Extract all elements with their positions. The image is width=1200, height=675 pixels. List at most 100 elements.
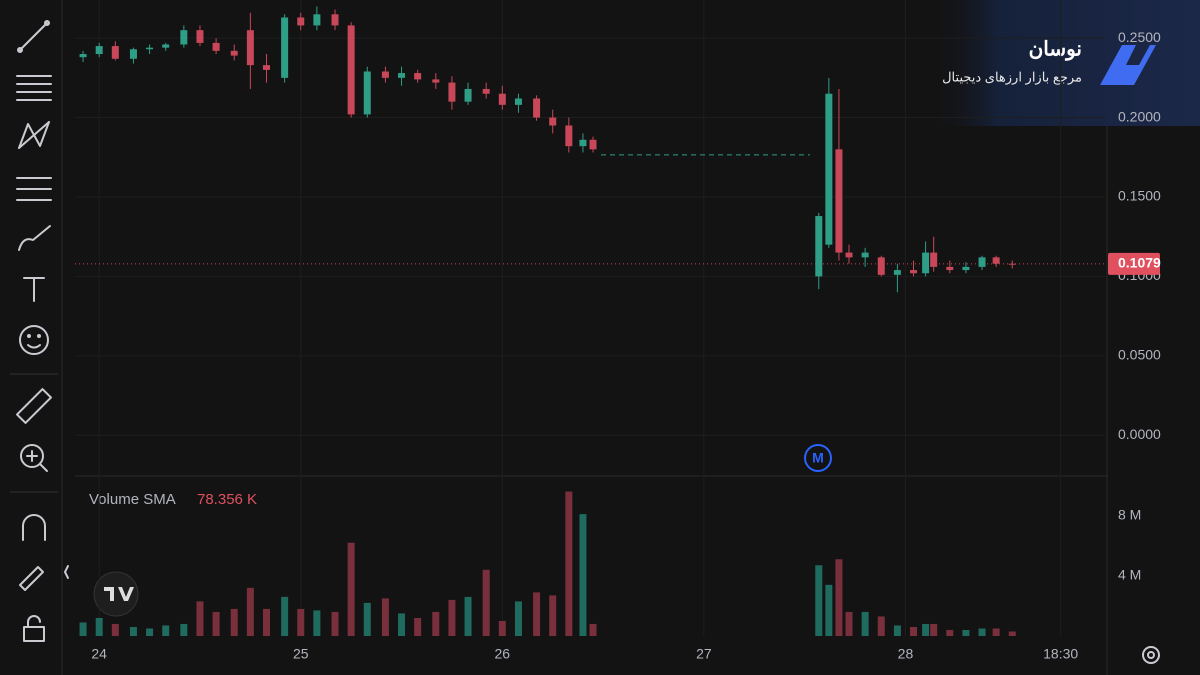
volume-bar: [281, 596, 289, 636]
volume-bar: [448, 599, 456, 636]
collapse-toggle[interactable]: [64, 565, 69, 579]
candle-body: [845, 252, 853, 258]
event-marker: [804, 444, 832, 472]
candle-body: [246, 30, 254, 66]
volume-bar: [930, 623, 938, 636]
candle-body: [962, 266, 970, 271]
candle-body: [281, 17, 289, 78]
brand-logo: [1100, 45, 1156, 85]
volume-bar: [978, 628, 986, 636]
volume-bar: [246, 587, 254, 636]
candle-body: [482, 88, 490, 94]
candle-body: [835, 149, 843, 253]
candle-body: [877, 257, 885, 275]
ruler-tool[interactable]: [16, 388, 52, 424]
volume-bar: [111, 623, 119, 636]
y-tick-label: 0.0000: [1118, 426, 1161, 442]
volume-title: Volume SMA: [89, 491, 176, 508]
candle-body: [514, 98, 522, 105]
y-tick-label: 8 M: [1118, 506, 1141, 522]
last-price-label: 0.1079: [1118, 255, 1161, 271]
volume-bar: [565, 491, 573, 636]
volume-bar: [533, 592, 541, 636]
brand-name: نوسان: [1029, 38, 1082, 61]
candle-body: [498, 93, 506, 105]
x-tick-label: 26: [495, 646, 511, 662]
volume-bar: [922, 623, 930, 636]
pattern-tool[interactable]: [18, 121, 50, 149]
y-tick-label: 0.2500: [1118, 29, 1161, 45]
candle-body: [381, 71, 389, 78]
volume-bar: [230, 608, 238, 636]
candle-body: [815, 216, 823, 277]
volume-bar: [432, 611, 440, 636]
volume-bar: [910, 626, 918, 636]
emoji-tool[interactable]: [19, 325, 49, 355]
candle-body: [893, 270, 901, 275]
volume-bar: [835, 559, 843, 636]
magnet-tool[interactable]: [22, 514, 46, 541]
candle-body: [331, 14, 339, 26]
x-tick-label: 27: [696, 646, 712, 662]
y-tick-label: 0.0500: [1118, 347, 1161, 363]
candle-body: [448, 82, 456, 102]
brand-tagline: مرجع بازار ارزهای دیجیتال: [942, 69, 1082, 85]
forecast-tool[interactable]: [16, 177, 52, 201]
y-tick-label: 0.1500: [1118, 188, 1161, 204]
volume-bar: [297, 608, 305, 636]
text-tool[interactable]: [23, 277, 45, 302]
volume-bar: [589, 623, 597, 636]
candle-body: [825, 93, 833, 245]
volume-bar: [313, 610, 321, 636]
volume-bar: [825, 584, 833, 636]
candle-body: [922, 252, 930, 274]
brush-tool[interactable]: [18, 225, 51, 251]
trend-line-tool[interactable]: [17, 20, 50, 53]
volume-bar: [893, 625, 901, 636]
volume-bar: [992, 628, 1000, 636]
candle-body: [129, 49, 137, 59]
candle-body: [946, 266, 954, 271]
volume-bar: [845, 611, 853, 636]
volume-bar: [877, 616, 885, 636]
y-tick-label: 0.2000: [1118, 108, 1161, 124]
lock-tool[interactable]: [23, 615, 45, 642]
volume-bar: [347, 542, 355, 636]
volume-bar: [549, 595, 557, 636]
x-tick-label: 25: [293, 646, 309, 662]
x-tick-label: 24: [91, 646, 107, 662]
volume-bar: [79, 622, 87, 636]
volume-bar: [861, 611, 869, 636]
candle-body: [579, 139, 587, 147]
volume-bar: [146, 628, 154, 636]
candle-body: [162, 44, 170, 48]
candle-body: [432, 79, 440, 83]
volume-bar: [514, 601, 522, 636]
volume-bar: [95, 617, 103, 636]
y-tick-label: 4 M: [1118, 567, 1141, 583]
zoom-tool[interactable]: [20, 444, 48, 472]
x-tick-label: 18:30: [1043, 646, 1078, 662]
tv-logo[interactable]: [93, 571, 139, 617]
settings[interactable]: [1142, 646, 1160, 664]
volume-bar: [962, 629, 970, 636]
candle-body: [978, 257, 986, 267]
candle-body: [589, 139, 597, 150]
candle-body: [861, 252, 869, 258]
event-marker-label: M: [812, 450, 824, 466]
candle-body: [533, 98, 541, 118]
candle-body: [79, 54, 87, 58]
candle-body: [146, 47, 154, 50]
candle-body: [464, 88, 472, 102]
lock-drawing-tool[interactable]: [19, 566, 44, 591]
volume-bar: [579, 514, 587, 636]
candle-body: [262, 65, 270, 70]
volume-bar: [815, 565, 823, 636]
candle-body: [313, 14, 321, 26]
candle-body: [196, 30, 204, 43]
volume-bar: [464, 596, 472, 636]
candle-body: [363, 71, 371, 115]
fib-tool[interactable]: [16, 75, 52, 101]
